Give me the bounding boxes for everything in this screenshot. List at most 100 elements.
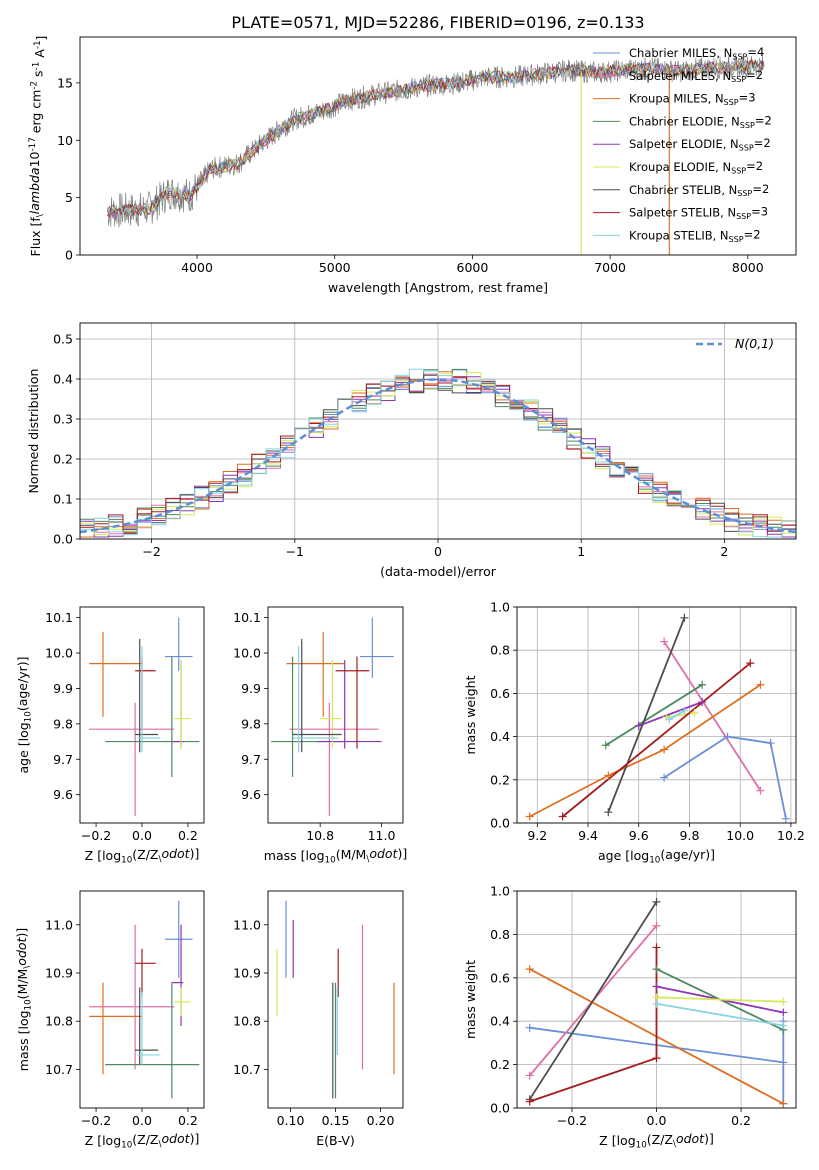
legend-label-kroupa-miles: Kroupa MILES, NSSP=3	[629, 91, 756, 107]
axes-frame	[267, 606, 404, 824]
x-tick-label: 1	[577, 544, 585, 559]
legend-count: =3	[739, 91, 756, 105]
label-fragment: lambda	[27, 167, 42, 214]
y-tick-label: 0.2	[490, 772, 510, 787]
point-marker-chabrier-stelib	[680, 613, 689, 622]
point-marker-kroupa-miles	[660, 745, 669, 754]
x-tick-label: 11.0	[368, 828, 396, 843]
label-fragment: 10	[24, 999, 34, 1010]
y-tick-label: 0.0	[490, 1101, 510, 1116]
y-tick-label: 9.7	[241, 752, 261, 767]
point-marker-chabrier-miles	[660, 773, 669, 782]
legend-count: =2	[755, 113, 772, 127]
x-axis-label: Z [log10​(Z/Z\​odot)]	[85, 1131, 200, 1151]
y-tick-label: 0.6	[490, 686, 510, 701]
legend-subscript: SSP	[729, 235, 744, 244]
label-fragment: \	[36, 214, 46, 217]
point-marker-chabrier-miles	[781, 814, 790, 823]
x-tick-label: 6000	[457, 260, 489, 275]
series-line-kroupa-stelib	[656, 1002, 784, 1027]
x-axis-label: age [log10​(age/yr)]	[598, 847, 715, 866]
y-tick-label: 9.6	[241, 787, 261, 802]
histogram-kroupa-stelib	[80, 368, 796, 538]
y-tick-label: 9.8	[241, 716, 261, 731]
x-tick-label: 9.2	[527, 828, 547, 843]
series-line-salpeter-stelib	[562, 662, 751, 818]
label-fragment: odot	[161, 846, 190, 861]
legend: Chabrier MILES, NSSP=4 Salpeter MILES, NS…	[593, 45, 772, 244]
label-fragment: )]	[397, 846, 407, 861]
y-tick-label: 0.8	[490, 643, 510, 658]
legend-count: =3	[751, 205, 768, 219]
x-tick-label: 9.8	[680, 828, 700, 843]
point-marker-salpeter-stelib	[525, 1097, 534, 1106]
label-fragment: 10	[636, 1141, 647, 1151]
y-tick-label: 10.0	[233, 646, 261, 661]
legend-subscript: SSP	[732, 52, 747, 61]
label-fragment: age [log	[598, 848, 649, 863]
label-fragment: 10	[24, 711, 34, 722]
label-fragment: \	[23, 966, 33, 969]
label-fragment: (M/M	[336, 847, 367, 862]
series-line-salpeter-elodie	[638, 701, 703, 727]
plot-area	[271, 617, 394, 816]
axes-frame	[79, 36, 797, 256]
point-marker-kroupa-miles	[525, 965, 534, 974]
point-marker-salpeter-stelib	[558, 812, 567, 821]
series-line-chabrier-elodie	[605, 684, 703, 746]
point-marker-salpeter-elodie	[652, 982, 661, 991]
label-fragment: )]	[704, 1131, 714, 1146]
point-marker-salpeter-stelib	[746, 659, 755, 668]
y-tick-label: 11.0	[233, 917, 261, 932]
point-marker-chabrier-stelib	[604, 808, 613, 817]
x-tick-label: 2	[720, 544, 728, 559]
plot-area	[80, 368, 796, 538]
label-fragment: mass [log	[264, 848, 325, 863]
legend-subscript: SSP	[739, 144, 754, 153]
label-fragment: (Z/Z	[647, 1132, 673, 1147]
label-fragment: (Z/Z	[132, 1132, 158, 1147]
legend-label-kroupa-elodie: Kroupa ELODIE, NSSP=2	[629, 159, 763, 175]
label-fragment: -2	[30, 81, 40, 90]
series-line-chabrier-stelib	[607, 617, 686, 813]
y-axis-label: mass [log10​(M/M\​odot)]	[14, 928, 34, 1071]
label-fragment: )]	[14, 928, 29, 938]
point-marker-chabrier-miles	[779, 1058, 788, 1067]
y-axis-label: mass weight	[463, 960, 478, 1039]
label-fragment: E(B-V)	[316, 1133, 355, 1148]
chart-mass-vs-Z: −0.2 0.0 0.2 10.7 10.8 10.9 11.0 Z [log10​(Z/Z\…	[14, 890, 205, 1151]
label-fragment: (Z/Z	[132, 847, 158, 862]
x-tick-label: 9.6	[629, 828, 649, 843]
model-line-chabrier-stelib	[107, 58, 764, 217]
x-tick-label: 9.4	[578, 828, 598, 843]
point-marker-salpeter-elodie	[698, 698, 707, 707]
label-fragment: \	[158, 1140, 161, 1150]
plot-area	[276, 900, 395, 1099]
label-fragment: (age/yr)]	[660, 847, 715, 862]
point-marker-kroupa-miles	[604, 771, 613, 780]
x-axis-label: wavelength [Angstrom, rest frame]	[328, 280, 548, 295]
y-tick-label: 10.1	[45, 610, 73, 625]
label-fragment: odot	[369, 846, 398, 861]
model-line-kroupa-stelib	[107, 59, 764, 217]
y-tick-label: 0.4	[53, 372, 73, 387]
legend-label-salpeter-miles: Salpeter MILES, NSSP=2	[629, 68, 763, 84]
legend-label-normal: N(0,1)	[735, 336, 774, 351]
label-fragment: \	[158, 855, 161, 865]
point-marker-kroupa-stelib	[779, 1021, 788, 1030]
label-fragment: )]	[190, 846, 200, 861]
legend-count: =2	[746, 159, 763, 173]
plot-area	[107, 54, 765, 255]
label-fragment: -17	[28, 137, 38, 151]
y-tick-label: 10.8	[45, 1014, 73, 1029]
y-tick-label: 10.9	[233, 965, 261, 980]
point-marker-chabrier-stelib	[652, 897, 661, 906]
y-tick-label: 0.5	[53, 332, 73, 347]
x-tick-label: 4000	[181, 260, 213, 275]
point-marker-kroupa-miles	[525, 812, 534, 821]
x-tick-label: 5000	[319, 260, 351, 275]
y-tick-label: 0.0	[490, 816, 510, 831]
x-tick-label: 8000	[732, 260, 764, 275]
x-tick-label: −1	[286, 544, 304, 559]
